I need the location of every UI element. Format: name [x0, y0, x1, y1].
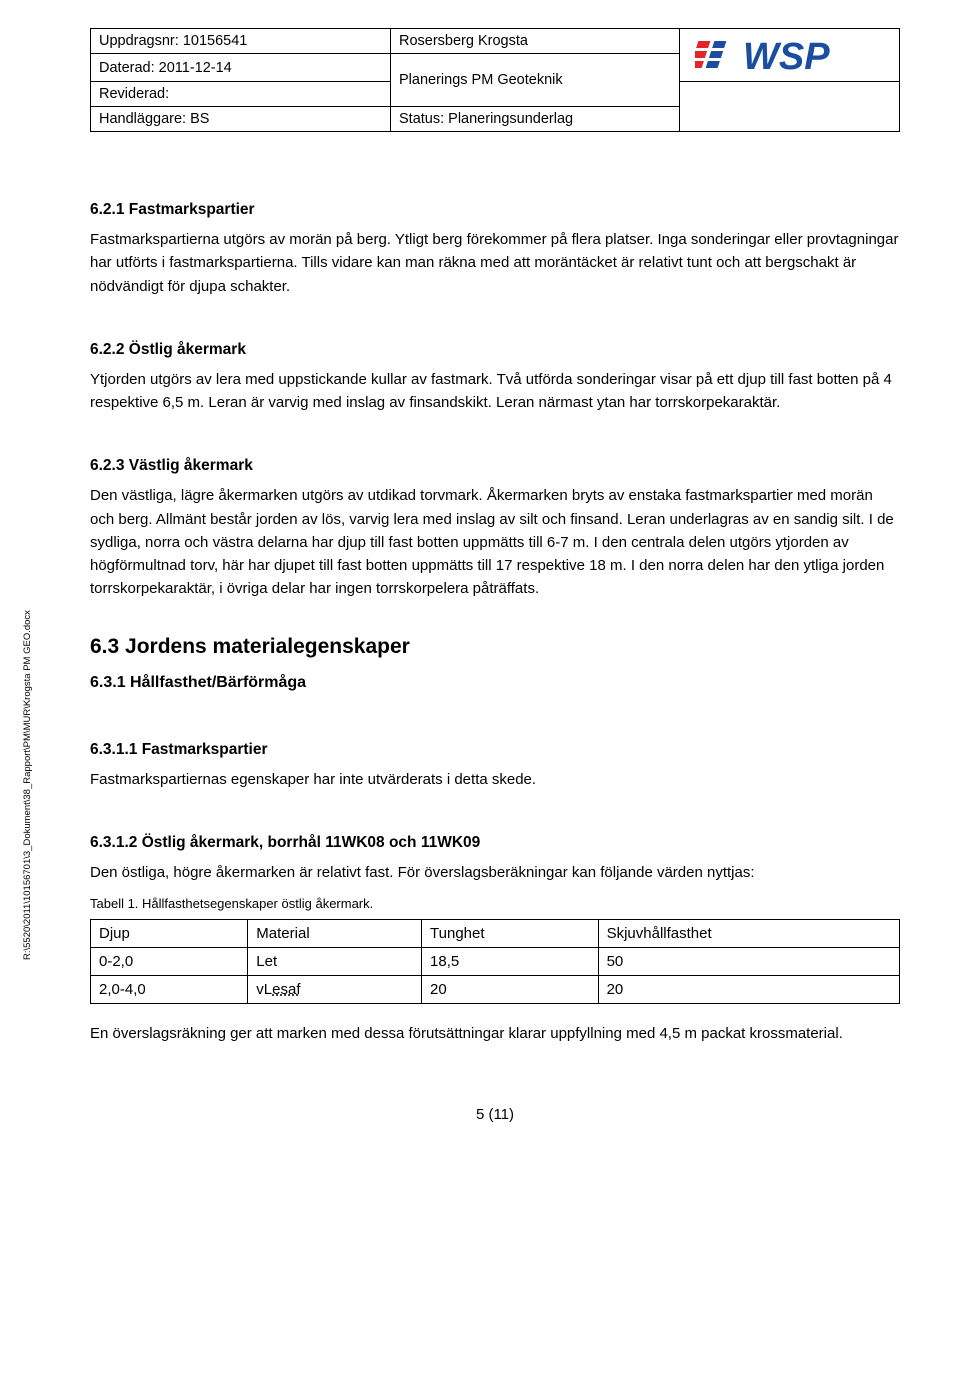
hdr-r2c1: Daterad: 2011-12-14	[91, 54, 391, 82]
table-row: 2,0-4,0vLesaf2020	[91, 976, 900, 1004]
table1-caption: Tabell 1. Hållfasthetsegenskaper östlig …	[90, 894, 900, 914]
heading-6312: 6.3.1.2 Östlig åkermark, borrhål 11WK08 …	[90, 831, 900, 855]
content: 6.2.1 Fastmarkspartier Fastmarkspartiern…	[90, 198, 900, 1046]
para-623-1: Den västliga, lägre åkermarken utgörs av…	[90, 484, 900, 600]
table1-cell: 20	[422, 976, 599, 1004]
heading-622: 6.2.2 Östlig åkermark	[90, 338, 900, 362]
heading-631: 6.3.1 Hållfasthet/Bärförmåga	[90, 671, 900, 696]
table-row: 0-2,0Let18,550	[91, 947, 900, 975]
hdr-r1c1: Uppdragsnr: 10156541	[91, 29, 391, 54]
table-1: DjupMaterialTunghetSkjuvhållfasthet 0-2,…	[90, 919, 900, 1005]
para-6311-1: Fastmarkspartiernas egenskaper har inte …	[90, 768, 900, 791]
heading-621: 6.2.1 Fastmarkspartier	[90, 198, 900, 222]
hdr-r2c2: Planerings PM Geoteknik	[391, 54, 680, 107]
table1-cell: 2,0-4,0	[91, 976, 248, 1004]
wsp-logo-icon: WSP	[695, 33, 885, 77]
para-6312-2: En överslagsräkning ger att marken med d…	[90, 1022, 900, 1045]
side-filepath: R:\5520\2011\10156701\3_Dokument\38_Rapp…	[22, 610, 33, 960]
hdr-r4c2: Status: Planeringsunderlag	[391, 107, 680, 132]
page-number: 5 (11)	[90, 1106, 900, 1123]
heading-63: 6.3 Jordens materialegenskaper	[90, 631, 900, 664]
heading-623: 6.2.3 Västlig åkermark	[90, 454, 900, 478]
table1-cell: 50	[598, 947, 899, 975]
table1-cell: vLesaf	[248, 976, 422, 1004]
hdr-r3c1: Reviderad:	[91, 82, 391, 107]
table1-cell: 18,5	[422, 947, 599, 975]
table1-col-0: Djup	[91, 919, 248, 947]
para-6312-1: Den östliga, högre åkermarken är relativ…	[90, 861, 900, 884]
logo-cell-empty	[680, 82, 900, 132]
table1-cell: 0-2,0	[91, 947, 248, 975]
header-table: Uppdragsnr: 10156541 Rosersberg Krogsta …	[90, 28, 900, 132]
table1-col-2: Tunghet	[422, 919, 599, 947]
logo-text: WSP	[743, 36, 830, 77]
heading-6311: 6.3.1.1 Fastmarkspartier	[90, 738, 900, 762]
table1-cell: Let	[248, 947, 422, 975]
table1-cell: 20	[598, 976, 899, 1004]
logo-cell: WSP	[680, 29, 900, 82]
table1-col-3: Skjuvhållfasthet	[598, 919, 899, 947]
hdr-r1c2: Rosersberg Krogsta	[391, 29, 680, 54]
para-621-1: Fastmarkspartierna utgörs av morän på be…	[90, 228, 900, 298]
table1-col-1: Material	[248, 919, 422, 947]
para-622-1: Ytjorden utgörs av lera med uppstickande…	[90, 368, 900, 415]
hdr-r4c1: Handläggare: BS	[91, 107, 391, 132]
